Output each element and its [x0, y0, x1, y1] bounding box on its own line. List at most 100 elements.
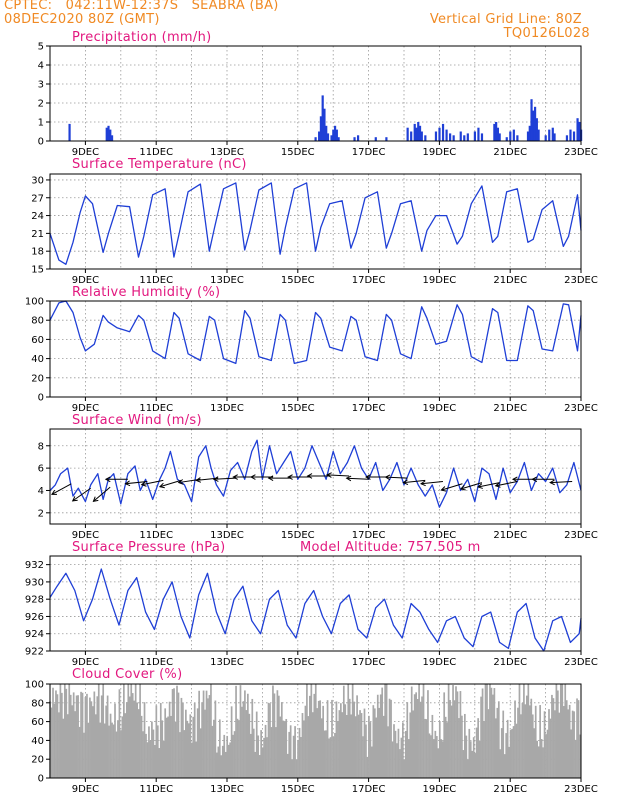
- humidity-xtick-label: 23DEC: [564, 403, 598, 414]
- cloud-bar: [300, 737, 302, 778]
- cloud-bar: [558, 712, 561, 778]
- cloud-bar: [433, 739, 435, 778]
- cloud-bar: [177, 692, 180, 778]
- cloud-bar: [83, 732, 85, 778]
- precip-xtick-label: 19DEC: [423, 147, 457, 158]
- precip-bar: [553, 133, 556, 141]
- temperature-ytick-label: 27: [31, 193, 44, 204]
- cloud-bar: [77, 695, 79, 778]
- cloud-bar: [233, 731, 236, 778]
- cloud-bar: [531, 714, 534, 778]
- precip-bar: [417, 122, 420, 141]
- cloud-bar: [469, 741, 472, 778]
- cloud-bar: [189, 714, 192, 778]
- cloud-bar: [496, 707, 499, 778]
- temperature-xtick-label: 19DEC: [423, 275, 457, 286]
- cloud-bar: [320, 718, 323, 778]
- cloud-bar: [165, 717, 168, 778]
- precip-bar: [410, 131, 413, 141]
- header-grid-info: Vertical Grid Line: 80Z: [429, 12, 582, 27]
- cloud-bar: [100, 695, 103, 778]
- cloud-bar: [192, 716, 195, 778]
- cloud-bar: [96, 696, 99, 778]
- precip-xtick-label: 17DEC: [352, 147, 386, 158]
- wind-wind-arrow: [385, 476, 408, 479]
- wind-wind-arrowhead: [287, 474, 293, 480]
- cloud-bar: [301, 713, 304, 778]
- pressure-frame: [49, 555, 582, 652]
- cloud-bar: [393, 724, 395, 778]
- cloud-bar: [331, 699, 333, 778]
- cloud-bar: [142, 731, 144, 778]
- cloud-bar: [422, 684, 425, 778]
- cloud-bar: [391, 741, 394, 778]
- cloud-bar: [486, 684, 488, 778]
- cloud-bar: [515, 723, 518, 778]
- cloud-bar: [294, 726, 296, 778]
- cloud-bar: [351, 684, 354, 778]
- temperature-xtick-label: 21DEC: [493, 275, 527, 286]
- cloud-bar: [236, 718, 239, 778]
- cloud-bar: [440, 739, 443, 778]
- cloud-bar: [190, 742, 193, 778]
- cloud-bar: [534, 705, 537, 778]
- wind-wind-arrow: [460, 482, 483, 490]
- cloud-bar: [242, 701, 245, 778]
- wind-wind-arrowhead: [92, 496, 99, 503]
- precip-ytick-label: 4: [38, 61, 44, 72]
- temperature-xtick-label: 15DEC: [281, 275, 315, 286]
- cloud-bar: [61, 692, 63, 778]
- cloud-bar: [533, 728, 536, 778]
- cloud-bar: [356, 695, 358, 778]
- precip-bar: [533, 106, 537, 141]
- cloud-bar: [472, 737, 475, 778]
- wind-xtick-label: 19DEC: [423, 530, 457, 541]
- temperature-ytick-label: 30: [31, 175, 44, 186]
- wind-wind-arrowhead: [140, 481, 147, 487]
- cloud-bar: [350, 714, 353, 778]
- pressure-xtick-label: 9DEC: [72, 657, 99, 668]
- cloud-bar: [480, 696, 482, 778]
- precip-bar: [459, 131, 462, 141]
- cloud-bar: [574, 739, 577, 778]
- cloud-bar: [94, 714, 97, 778]
- pressure-xtick-label: 15DEC: [281, 657, 315, 668]
- precip-xtick-label: 13DEC: [210, 147, 244, 158]
- humidity-series-line: [49, 300, 582, 365]
- cloud-bar: [117, 720, 119, 778]
- wind-wind-arrowhead: [511, 476, 518, 483]
- wind-wind-arrowhead: [124, 480, 131, 487]
- cloud-bar: [402, 722, 404, 778]
- cloud-bar: [161, 720, 164, 778]
- cloud-bar: [514, 700, 516, 778]
- cloud-bar: [340, 703, 342, 778]
- cloud-bar: [303, 720, 305, 778]
- pressure-xtick-label: 17DEC: [352, 657, 386, 668]
- cloud-bar: [428, 733, 431, 778]
- cloud-bar: [205, 690, 208, 778]
- cloud-bar: [66, 714, 69, 778]
- cloud-frame: [49, 683, 582, 779]
- wind-ytick-label: 6: [38, 464, 44, 475]
- wind-wind-arrowhead: [104, 476, 111, 483]
- precip-bar: [356, 135, 360, 141]
- cloud-bar: [80, 691, 82, 778]
- cloud-bar: [323, 730, 326, 778]
- precip-xtick-label: 21DEC: [493, 147, 527, 158]
- cloud-bar: [248, 713, 251, 778]
- cloud-bar: [78, 726, 81, 778]
- cloud-bar: [410, 686, 413, 778]
- temperature-xtick-label: 11DEC: [139, 275, 173, 286]
- wind-ytick-label: 2: [38, 508, 44, 519]
- cloud-bar: [120, 730, 122, 778]
- cloud-bar: [421, 696, 423, 778]
- cloud-bar: [230, 706, 233, 778]
- cloud-bar: [134, 684, 137, 778]
- pressure-title: Surface Pressure (hPa): [72, 540, 226, 555]
- precip-bar: [326, 133, 330, 141]
- wind-xtick-label: 17DEC: [352, 530, 386, 541]
- cloud-bar: [450, 705, 453, 778]
- cloud-bar: [334, 733, 336, 778]
- wind-wind-arrow: [72, 487, 91, 502]
- temperature-xtick-label: 23DEC: [564, 275, 598, 286]
